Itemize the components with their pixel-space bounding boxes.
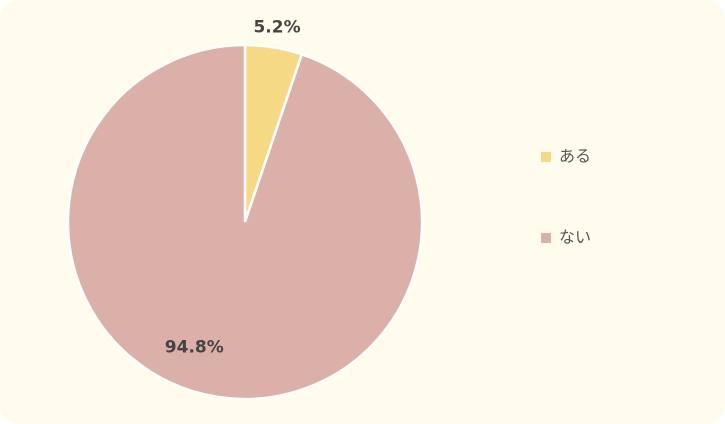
legend-label: ない (559, 228, 591, 247)
value-label: 94.8% (165, 338, 224, 358)
pie-slice (66, 43, 424, 401)
legend-label: ある (559, 147, 591, 166)
legend-swatch (541, 233, 551, 243)
value-label: 5.2% (253, 18, 300, 38)
legend-swatch (541, 152, 551, 162)
